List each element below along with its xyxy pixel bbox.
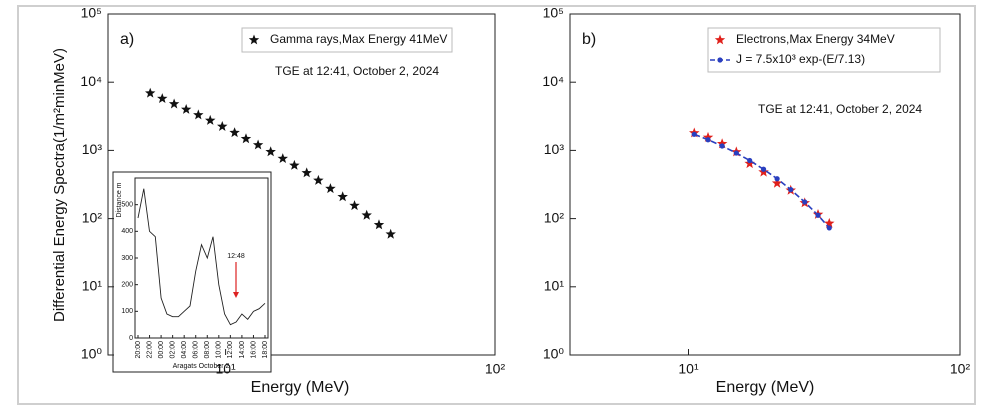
- data-star: [157, 93, 168, 103]
- inset-y-label: Distance m: [116, 182, 123, 217]
- legend-label: Gamma rays,Max Energy 41MeV: [270, 32, 447, 46]
- y-tick-label: 10³: [544, 141, 565, 157]
- legend-box: [707, 27, 941, 73]
- x-tick-label: 12:00: [227, 341, 234, 359]
- annotation: TGE at 12:41, October 2, 2024: [275, 64, 439, 78]
- y-tick-label: 10⁵: [81, 5, 102, 21]
- panel-a-box: [107, 13, 496, 356]
- x-tick-label: 00:00: [158, 341, 165, 359]
- x-tick-label: 08:00: [204, 341, 211, 359]
- data-star: [301, 167, 312, 178]
- fit-point: [774, 176, 780, 182]
- x-tick-label: 10²: [485, 361, 506, 377]
- y-tick-label: 10⁰: [543, 346, 565, 362]
- data-star: [824, 217, 835, 228]
- fit-point: [815, 212, 821, 218]
- x-axis-label: Energy (MeV): [251, 379, 350, 396]
- data-star: [385, 228, 396, 239]
- legend-box: [241, 27, 453, 53]
- data-star: [145, 87, 156, 98]
- y-tick-label: 10¹: [544, 278, 565, 294]
- data-star: [361, 209, 372, 220]
- x-tick-label: 06:00: [193, 341, 200, 359]
- fit-point: [705, 137, 711, 143]
- data-star: [193, 109, 204, 120]
- data-star: [252, 139, 264, 150]
- data-star: [716, 138, 728, 149]
- fit-line: [694, 133, 830, 229]
- y-tick-label: 500: [121, 202, 133, 209]
- frame: [17, 5, 976, 405]
- y-tick-label: 10²: [82, 209, 103, 225]
- x-tick-label: 14:00: [239, 341, 246, 359]
- fit-point: [719, 143, 725, 149]
- y-tick-label: 200: [121, 282, 133, 289]
- fit-point: [826, 225, 832, 231]
- y-tick-label: 10⁴: [542, 73, 564, 89]
- x-tick-label: 02:00: [169, 341, 176, 359]
- panel-b-box: [569, 13, 961, 356]
- data-star: [168, 98, 180, 109]
- x-tick-label: 04:00: [181, 341, 188, 359]
- y-tick-label: 100: [121, 308, 133, 315]
- fit-point: [733, 150, 739, 156]
- fit-point: [760, 166, 767, 172]
- x-tick-label: 20:00: [135, 341, 142, 359]
- data-star: [181, 104, 192, 114]
- panel-label: b): [582, 31, 596, 48]
- inset-arrow-head: [233, 292, 239, 298]
- y-tick-label: 300: [121, 255, 133, 262]
- inset-annotation: 12:48: [227, 253, 245, 260]
- legend-label: Electrons,Max Energy 34MeV: [736, 32, 895, 46]
- data-star: [349, 200, 360, 211]
- fit-point: [788, 187, 794, 193]
- fit-point: [691, 131, 697, 137]
- x-tick-label: 22:00: [146, 341, 153, 359]
- x-tick-label: 10¹: [678, 361, 699, 377]
- y-tick-label: 10²: [544, 209, 565, 225]
- legend-label: J = 7.5x10³ exp-(E/7.13): [736, 52, 865, 66]
- data-star: [289, 159, 300, 170]
- legend-star: [714, 34, 726, 45]
- fit-point: [802, 199, 808, 205]
- data-star: [325, 183, 336, 194]
- y-tick-label: 10⁰: [81, 346, 103, 362]
- data-star: [771, 177, 783, 188]
- fit-point: [747, 157, 753, 164]
- x-tick-label: 16:00: [250, 341, 257, 359]
- x-tick-label: 10:00: [216, 341, 223, 359]
- data-star: [229, 127, 240, 138]
- data-star: [205, 114, 216, 125]
- y-axis-label: Differential Energy Spectra(1/m²minMeV): [51, 48, 68, 322]
- y-tick-label: 10¹: [82, 278, 103, 294]
- panel-label: a): [120, 31, 134, 48]
- y-tick-label: 0: [129, 335, 133, 342]
- data-star: [313, 174, 324, 185]
- x-tick-label: 10¹: [215, 361, 236, 377]
- data-star: [702, 131, 714, 142]
- y-tick-label: 10⁴: [80, 73, 102, 89]
- data-star: [265, 146, 276, 157]
- x-axis-label: Energy (MeV): [716, 379, 815, 396]
- data-star: [240, 133, 252, 144]
- y-tick-label: 400: [121, 228, 133, 235]
- distance-line: [137, 188, 266, 326]
- data-star: [373, 219, 385, 230]
- data-star: [277, 153, 288, 163]
- x-tick-label: 10²: [950, 361, 971, 377]
- y-tick-label: 10³: [82, 141, 103, 157]
- annotation: TGE at 12:41, October 2, 2024: [758, 102, 922, 116]
- inset-x-label: Aragats October 2: [173, 363, 230, 370]
- legend-star: [248, 34, 260, 45]
- legend-dot: [717, 57, 723, 63]
- x-tick-label: 18:00: [262, 341, 269, 359]
- y-tick-label: 10⁵: [543, 5, 564, 21]
- inset-frame: [112, 171, 272, 373]
- data-star: [337, 191, 348, 202]
- data-star: [217, 121, 228, 131]
